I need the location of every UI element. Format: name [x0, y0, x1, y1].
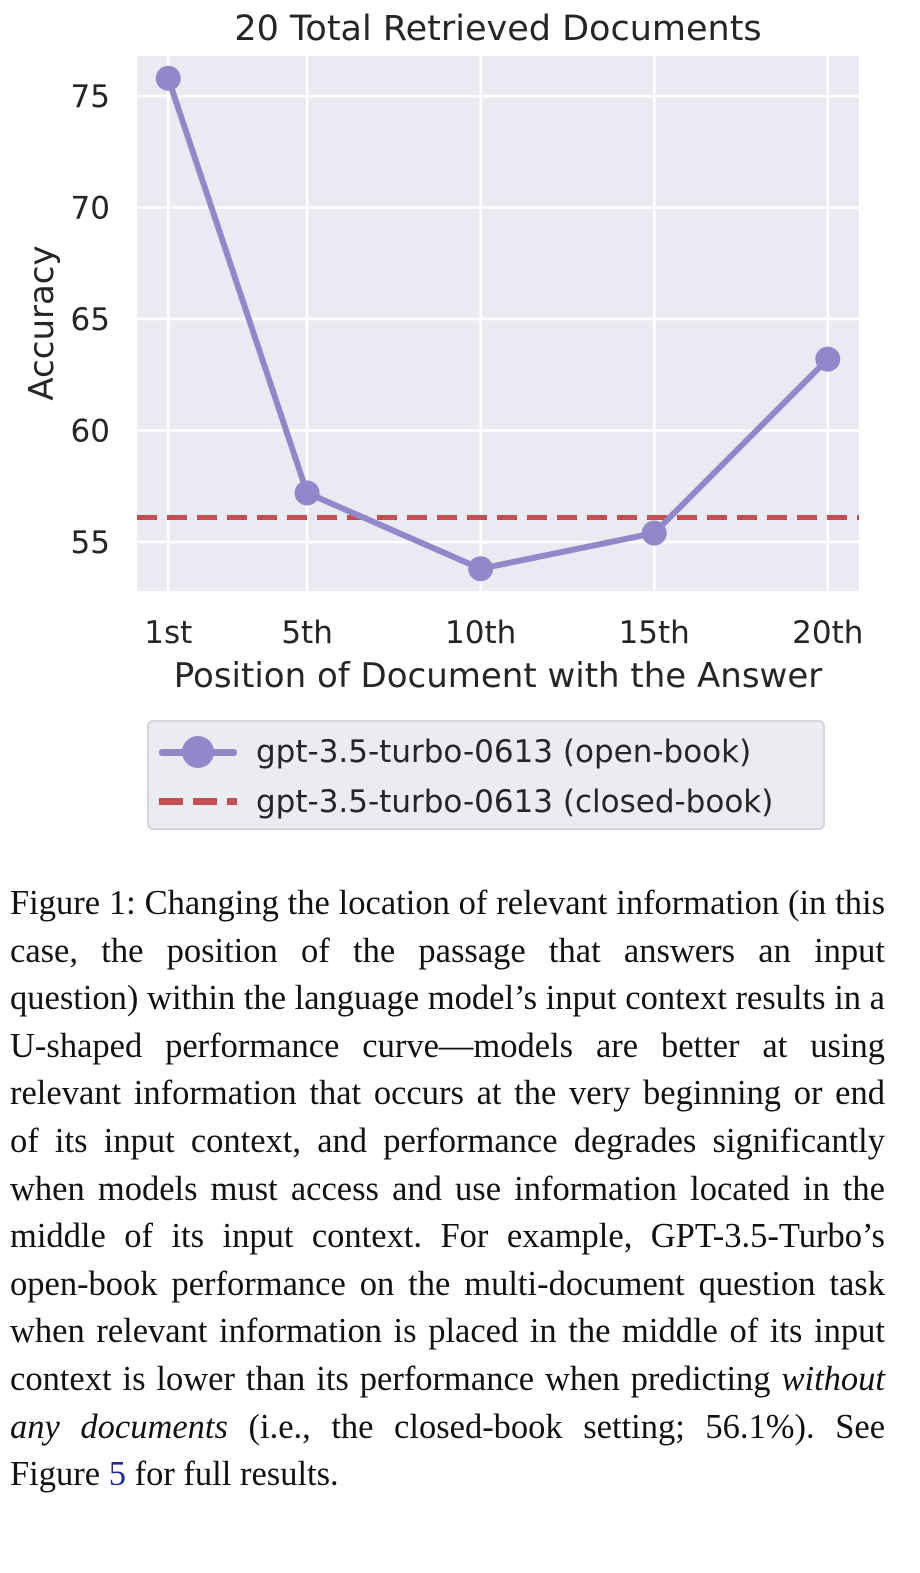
x-tick-label: 15th	[619, 615, 690, 651]
figure: 1st 5th 10th 15th 20th 55 60 65 70 75 20 Total Re…	[22, 9, 864, 830]
y-tick-label: 60	[71, 414, 110, 450]
figure-reference-link[interactable]: 5	[108, 1455, 126, 1494]
x-tick-label: 1st	[144, 615, 192, 651]
caption-text-middle: (i.e., the closed-book setting; 56.1%). …	[10, 1407, 886, 1494]
legend-label: gpt-3.5-turbo-0613 (closed-book)	[256, 784, 774, 820]
legend-item-open-book: gpt-3.5-turbo-0613 (open-book)	[149, 726, 823, 776]
y-axis-label: Accuracy	[22, 245, 62, 400]
legend-dashed-swatch	[159, 798, 237, 805]
legend-label: gpt-3.5-turbo-0613 (open-book)	[256, 734, 752, 770]
plot-area	[137, 56, 859, 591]
open-book-point	[155, 65, 181, 91]
x-tick-label: 10th	[445, 615, 516, 651]
open-book-point	[815, 346, 841, 372]
y-tick-label: 55	[71, 525, 110, 561]
chart-title: 20 Total Retrieved Documents	[234, 9, 761, 49]
y-tick-label: 65	[71, 302, 110, 338]
x-axis-label: Position of Document with the Answer	[174, 656, 823, 696]
legend-marker-swatch	[182, 736, 214, 768]
legend-item-closed-book: gpt-3.5-turbo-0613 (closed-book)	[149, 776, 823, 826]
tick-labels: 1st 5th 10th 15th 20th 55 60 65 70 75	[71, 79, 864, 651]
legend: gpt-3.5-turbo-0613 (open-book) gpt-3.5-t…	[147, 720, 825, 830]
figure-caption: Figure 1: Changing the location of relev…	[10, 880, 885, 1499]
line-chart: 1st 5th 10th 15th 20th 55 60 65 70 75 20 Total Re…	[22, 9, 864, 696]
y-grid	[137, 94, 859, 544]
y-tick-label: 75	[71, 79, 110, 115]
caption-emphasis: without any documents	[10, 1359, 885, 1446]
series-layer	[137, 65, 859, 582]
open-book-point	[294, 480, 320, 506]
open-book-point	[468, 556, 494, 582]
x-tick-label: 5th	[281, 615, 333, 651]
caption-label: Figure 1:	[10, 884, 136, 922]
caption-text-end: for full results.	[134, 1455, 339, 1494]
x-tick-label: 20th	[792, 615, 863, 651]
y-tick-label: 70	[71, 191, 110, 227]
open-book-point	[641, 520, 667, 546]
caption-text: Changing the location of relevant inform…	[10, 884, 886, 1398]
